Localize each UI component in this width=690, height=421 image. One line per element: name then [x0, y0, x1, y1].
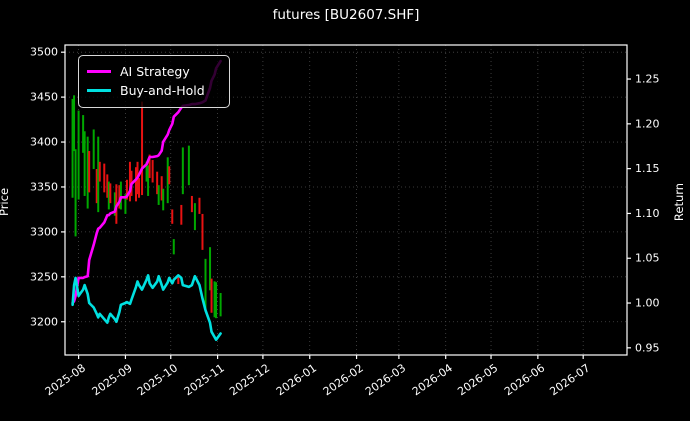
- candlestick: [204, 258, 207, 312]
- candlestick: [156, 171, 159, 195]
- candlestick: [193, 203, 196, 231]
- candlestick: [190, 195, 193, 213]
- x-tick-label: 2026-05: [455, 361, 500, 398]
- price-tick-label: 3300: [30, 225, 58, 238]
- ai-strategy-line-swatch: [87, 70, 111, 73]
- x-tick-label: 2025-11: [182, 361, 227, 398]
- candlestick: [92, 129, 95, 169]
- candlestick: [172, 239, 175, 255]
- return-tick-label: 1.00: [635, 297, 660, 310]
- candlestick: [180, 204, 183, 225]
- candlestick: [201, 213, 204, 250]
- candlestick: [86, 136, 89, 209]
- legend-label: AI Strategy: [120, 64, 190, 79]
- x-tick-label: 2025-10: [135, 361, 180, 398]
- candlestick: [162, 188, 165, 211]
- candlestick: [106, 174, 109, 198]
- candlestick: [95, 169, 98, 204]
- candlestick: [82, 115, 85, 153]
- candlestick: [147, 165, 150, 196]
- candlestick: [171, 209, 174, 224]
- candlestick: [98, 161, 101, 182]
- price-axis-label: Price: [0, 187, 12, 217]
- return-tick-label: 1.25: [635, 73, 660, 86]
- candlestick: [141, 101, 144, 196]
- return-tick-label: 1.05: [635, 252, 660, 265]
- candlestick: [77, 110, 80, 200]
- price-tick-label: 3200: [30, 315, 58, 328]
- x-tick-label: 2026-03: [363, 361, 408, 398]
- price-tick-label: 3250: [30, 270, 58, 283]
- candlestick: [151, 160, 154, 183]
- candlestick: [198, 197, 201, 214]
- legend-item-buy-and-hold: Buy-and-Hold: [87, 81, 219, 100]
- chart-title: futures [BU2607.SHF]: [272, 7, 420, 23]
- candlestick: [209, 247, 212, 291]
- x-tick-label: 2026-01: [274, 361, 319, 398]
- return-tick-label: 1.10: [635, 207, 660, 220]
- candlestick: [113, 192, 116, 216]
- return-tick-label: 0.95: [635, 341, 660, 354]
- candlestick: [119, 181, 122, 210]
- price-tick-label: 3350: [30, 180, 58, 193]
- x-tick-label: 2025-09: [90, 361, 135, 398]
- candlestick: [109, 183, 112, 204]
- candlestick: [128, 161, 131, 202]
- plot-border: [64, 44, 628, 356]
- candlestick: [135, 167, 138, 202]
- candlestick: [168, 166, 171, 185]
- candlestick: [124, 194, 127, 214]
- candlestick: [187, 145, 190, 186]
- candlestick: [83, 131, 86, 196]
- candlestick: [148, 154, 151, 178]
- x-tick-label: 2026-07: [547, 361, 592, 398]
- candlestick: [213, 281, 216, 318]
- price-tick-label: 3500: [30, 46, 58, 59]
- x-tick-label: 2026-06: [502, 361, 547, 398]
- price-tick-label: 3450: [30, 91, 58, 104]
- legend-label: Buy-and-Hold: [120, 83, 205, 98]
- candlestick: [215, 282, 218, 319]
- buy-and-hold-line-swatch: [87, 89, 111, 92]
- price-tick-label: 3400: [30, 136, 58, 149]
- candlestick: [157, 185, 160, 205]
- candlestick: [125, 179, 128, 200]
- buy-and-hold-line: [71, 273, 222, 342]
- candlestick: [73, 95, 76, 152]
- return-axis-label: Return: [672, 182, 687, 222]
- return-tick-label: 1.15: [635, 162, 660, 175]
- candlestick: [138, 177, 141, 198]
- x-tick-label: 2026-04: [410, 361, 455, 398]
- candlestick: [118, 185, 121, 209]
- x-tick-label: 2026-02: [321, 361, 366, 398]
- candlestick: [210, 278, 213, 313]
- candlestick: [107, 181, 110, 210]
- candlestick: [219, 293, 222, 317]
- legend-item-ai-strategy: AI Strategy: [87, 62, 219, 81]
- candlestick: [71, 98, 74, 198]
- candlestick: [177, 275, 180, 285]
- candlestick: [145, 161, 148, 182]
- candlestick: [74, 149, 77, 237]
- candlestick: [181, 147, 184, 195]
- return-tick-label: 1.20: [635, 117, 660, 130]
- candlestick: [88, 151, 91, 193]
- candlestick: [97, 136, 100, 213]
- legend: AI Strategy Buy-and-Hold: [78, 55, 230, 108]
- x-tick-label: 2025-12: [227, 361, 272, 398]
- candlestick: [166, 157, 169, 204]
- candlestick: [160, 176, 163, 201]
- x-tick-label: 2025-08: [43, 361, 88, 398]
- candlestick: [103, 163, 106, 193]
